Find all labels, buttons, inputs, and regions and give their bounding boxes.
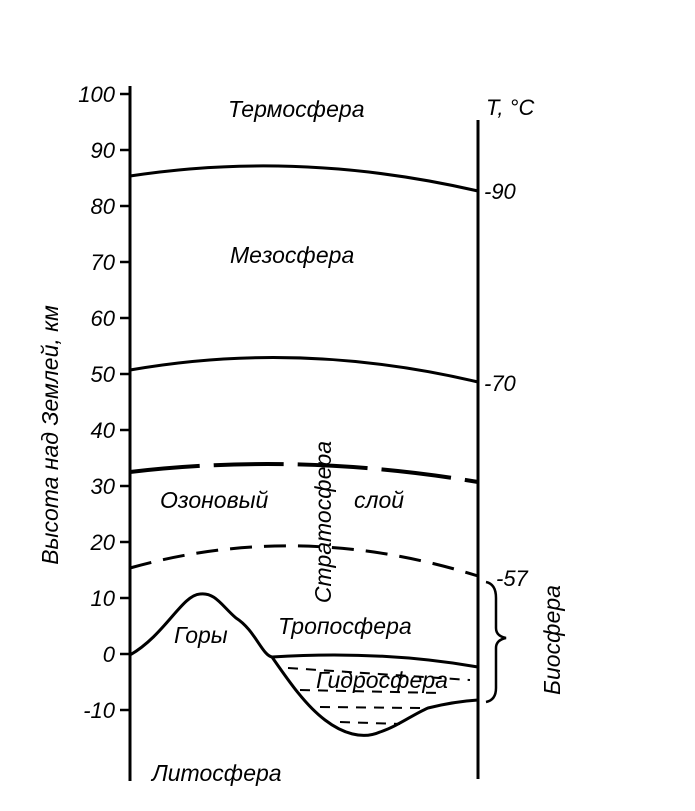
y-tick-label: 100	[78, 82, 115, 107]
label-troposphere: Тропосфера	[278, 613, 412, 639]
y-tick-label: 60	[91, 306, 116, 331]
y-tick-label: -10	[83, 698, 116, 723]
y-axis-title: Высота над Землей, км	[37, 305, 63, 565]
mesopause-boundary	[129, 164, 479, 193]
label-biosphere: Биосфера	[539, 585, 565, 695]
temperature-label-3: -57	[496, 566, 529, 591]
label-lithosphere: Литосфера	[150, 760, 282, 786]
y-tick-label: 50	[91, 362, 116, 387]
label-hydrosphere: Гидросфера	[316, 667, 448, 693]
y-tick-label: 40	[91, 418, 116, 443]
label-mesosphere: Мезосфера	[230, 242, 354, 268]
ocean-interior-dashes	[287, 667, 471, 725]
y-tick-label: 20	[90, 530, 116, 555]
earth-surface-profile	[129, 592, 479, 737]
y-tick-label: 30	[91, 474, 116, 499]
label-mountains: Горы	[174, 622, 228, 648]
y-tick-label: 0	[103, 642, 116, 667]
biosphere-brace	[485, 580, 507, 704]
y-tick-label: 10	[91, 586, 116, 611]
y-tick-label: 80	[91, 194, 116, 219]
stratopause-boundary	[129, 356, 479, 384]
label-ozone-right: слой	[354, 487, 404, 513]
temperature-label-1: -90	[484, 179, 517, 204]
tropopause-boundary	[129, 544, 479, 578]
y-tick-label: 90	[91, 138, 116, 163]
temperature-label-2: -70	[484, 371, 517, 396]
y-tick-label: 70	[91, 250, 116, 275]
label-ozone-left: Озоновый	[160, 487, 268, 513]
ocean-surface-line	[271, 653, 479, 669]
temperature-axis-title: T, °C	[486, 95, 534, 120]
ozone-layer-boundary	[129, 462, 479, 484]
label-thermosphere: Термосфера	[228, 96, 365, 122]
label-stratosphere: Стратосфера	[310, 441, 336, 603]
